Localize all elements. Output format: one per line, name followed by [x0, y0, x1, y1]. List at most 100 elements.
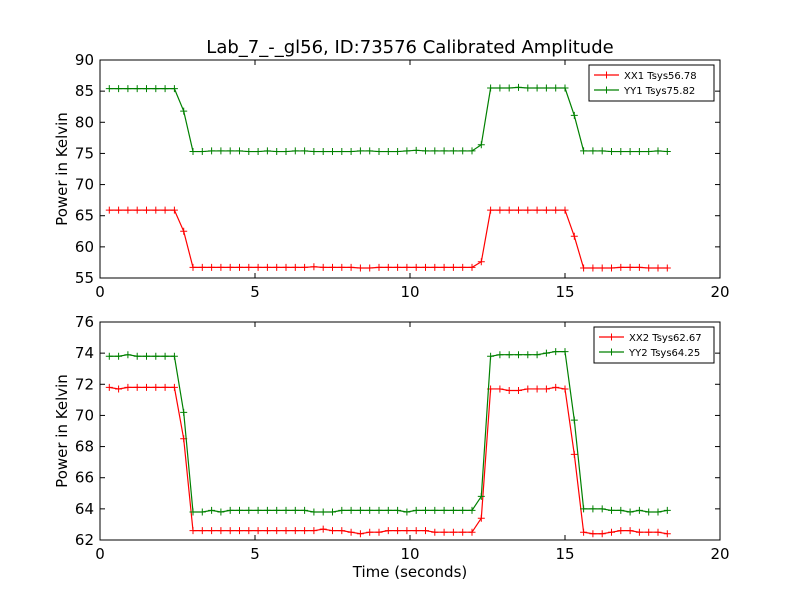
- data-point: [663, 506, 671, 514]
- data-point: [236, 263, 243, 271]
- data-point: [561, 348, 569, 356]
- data-point: [524, 206, 532, 214]
- data-point: [431, 506, 439, 514]
- data-point: [626, 263, 634, 271]
- data-point: [552, 383, 560, 391]
- y-tick-label: 80: [75, 113, 94, 131]
- data-point: [589, 530, 597, 538]
- data-point: [477, 258, 485, 266]
- data-point: [152, 85, 160, 93]
- data-point: [161, 352, 169, 360]
- data-point: [180, 408, 188, 416]
- data-point: [626, 148, 634, 156]
- data-point: [170, 206, 178, 214]
- data-point: [412, 527, 420, 535]
- data-point: [310, 508, 318, 516]
- y-tick-label: 70: [75, 406, 94, 424]
- data-point: [449, 528, 457, 536]
- data-point: [236, 527, 243, 535]
- data-point: [161, 383, 169, 391]
- legend-label: XX1 Tsys56.78: [624, 71, 697, 82]
- data-point: [282, 148, 290, 156]
- data-point: [635, 263, 643, 271]
- data-point: [533, 385, 541, 393]
- data-point: [347, 506, 355, 514]
- data-point: [459, 147, 467, 155]
- data-point: [189, 508, 197, 516]
- data-point: [580, 264, 588, 272]
- data-point: [133, 383, 141, 391]
- x-tick-label: 20: [710, 283, 729, 301]
- data-point: [124, 206, 132, 214]
- data-point: [533, 351, 541, 359]
- data-point: [403, 147, 411, 155]
- data-point: [570, 232, 578, 240]
- data-point: [459, 263, 467, 271]
- data-point: [115, 385, 123, 393]
- chart-panel-top: 0 5 10 15 20 55 60 65 70 75 80 85 90 Power in Kelvin X…: [53, 51, 730, 301]
- data-point: [301, 147, 309, 155]
- data-point: [124, 85, 132, 93]
- data-point: [505, 206, 513, 214]
- data-point: [319, 263, 327, 271]
- data-point: [375, 148, 383, 156]
- data-point: [403, 263, 411, 271]
- figure-title: Lab_7_-_gl56, ID:73576 Calibrated Amplit…: [206, 37, 613, 58]
- legend-marker: [608, 348, 615, 356]
- data-point: [403, 527, 411, 535]
- data-point: [542, 206, 550, 214]
- x-tick-label: 20: [710, 545, 729, 563]
- data-point: [570, 416, 578, 424]
- data-point: [589, 505, 597, 513]
- legend-marker: [603, 71, 610, 79]
- data-point: [263, 147, 271, 155]
- data-point: [645, 148, 653, 156]
- data-point: [459, 506, 467, 514]
- chart-panel-bottom: 0 5 10 15 20 62 64 66 68 70 72 74 76 Power in Kelvin T…: [53, 313, 730, 581]
- data-point: [105, 352, 113, 360]
- x-tick-label: 10: [400, 545, 419, 563]
- data-point: [589, 147, 597, 155]
- legend-marker: [603, 86, 610, 94]
- data-point: [412, 506, 420, 514]
- data-point: [319, 148, 327, 156]
- data-point: [617, 506, 625, 514]
- data-point: [552, 84, 560, 92]
- data-point: [515, 351, 522, 359]
- data-point: [329, 148, 336, 156]
- y-tick-label: 68: [75, 438, 94, 456]
- data-point: [115, 85, 123, 93]
- data-point: [245, 148, 253, 156]
- data-point: [561, 385, 569, 393]
- data-point: [319, 525, 327, 533]
- x-tick-label: 0: [95, 545, 105, 563]
- data-point: [580, 528, 588, 536]
- data-point: [310, 148, 318, 156]
- data-point: [291, 147, 299, 155]
- data-point: [347, 148, 355, 156]
- data-point: [384, 527, 392, 535]
- data-point: [515, 83, 522, 91]
- data-point: [143, 352, 150, 360]
- data-point: [524, 351, 532, 359]
- data-point: [542, 84, 550, 92]
- data-point: [394, 506, 402, 514]
- data-point: [496, 385, 504, 393]
- data-point: [226, 506, 234, 514]
- data-point: [570, 111, 578, 119]
- data-point: [254, 263, 262, 271]
- data-point: [105, 206, 113, 214]
- data-point: [133, 352, 141, 360]
- y-axis-label: Power in Kelvin: [53, 112, 71, 226]
- data-point: [180, 227, 188, 235]
- data-point: [161, 206, 169, 214]
- data-point: [440, 506, 448, 514]
- data-point: [208, 506, 216, 514]
- data-point: [440, 528, 448, 536]
- data-point: [366, 264, 374, 272]
- data-point: [487, 352, 495, 360]
- y-tick-label: 75: [75, 144, 94, 162]
- y-tick-label: 74: [75, 344, 94, 362]
- data-point: [347, 528, 355, 536]
